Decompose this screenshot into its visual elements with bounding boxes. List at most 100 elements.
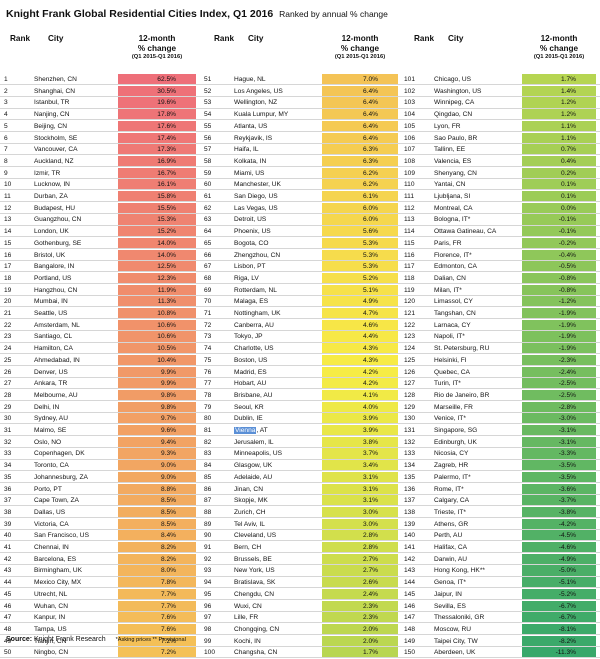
table-row: 75 Boston, US 4.3%: [200, 354, 400, 366]
row-divider: [400, 201, 600, 203]
city-cell: Napoli, IT*: [434, 333, 465, 341]
city-cell: Rome, IT*: [434, 485, 464, 493]
change-cell-fill: [322, 284, 398, 296]
change-value: 9.0%: [160, 473, 176, 481]
change-value: -0.8%: [558, 286, 576, 294]
row-divider: [200, 294, 400, 296]
change-cell-fill: [118, 308, 196, 320]
change-value: -3.5%: [558, 473, 576, 481]
row-divider: [0, 645, 200, 647]
change-value: 62.5%: [157, 76, 176, 83]
change-value: 8.5%: [160, 520, 176, 528]
change-value: 6.2%: [362, 169, 378, 177]
change-value: -11.3%: [555, 649, 576, 657]
city-cell: Perth, AU: [434, 532, 463, 540]
change-cell-fill: [322, 518, 398, 530]
change-cell-fill: [322, 483, 398, 495]
change-value: 4.9%: [362, 298, 378, 306]
table-row: 82 Jerusalem, IL 3.8%: [200, 436, 400, 448]
change-value: 4.6%: [362, 321, 378, 329]
change-cell-fill: [322, 623, 398, 636]
row-divider: [200, 634, 400, 636]
rank-cell: 65: [204, 239, 212, 247]
city-cell: Santiago, CL: [34, 333, 73, 341]
change-cell-fill: [522, 85, 596, 97]
change-cell-fill: [522, 600, 596, 612]
rank-cell: 135: [404, 473, 416, 481]
change-value: 7.2%: [160, 637, 176, 645]
rank-cell: 46: [4, 602, 12, 610]
change-cell-fill: [322, 354, 398, 366]
rank-cell: 97: [204, 614, 212, 622]
city-cell: Tel Aviv, IL: [234, 520, 265, 528]
row-divider: [400, 212, 600, 214]
row-divider: [0, 528, 200, 530]
rank-cell: 118: [404, 274, 415, 282]
rank-cell: 68: [204, 274, 212, 282]
table-row: 107 Tallinn, EE 0.7%: [400, 144, 600, 156]
change-cell-fill: [322, 85, 398, 97]
rank-cell: 45: [4, 590, 12, 598]
row-divider: [200, 446, 400, 448]
city-cell: Lisbon, PT: [234, 263, 266, 271]
table-row: 41 Chennai, IN 8.2%: [0, 542, 200, 554]
change-value: 3.7%: [362, 450, 378, 458]
row-divider: [0, 517, 200, 519]
table-row: 76 Madrid, ES 4.2%: [200, 366, 400, 378]
rank-cell: 24: [4, 345, 12, 353]
change-value: -3.6%: [558, 485, 576, 493]
rank-cell: 64: [204, 228, 212, 236]
row-divider: [0, 189, 200, 191]
change-value: 0.1%: [560, 181, 576, 189]
change-cell-fill: [118, 97, 196, 109]
table-row: 10 Lucknow, IN 16.1%: [0, 179, 200, 191]
change-cell-fill: [118, 167, 196, 179]
change-value: 3.1%: [362, 473, 378, 481]
change-cell-fill: [118, 261, 196, 273]
rank-cell: 129: [404, 403, 416, 411]
row-divider: [0, 201, 200, 203]
city-cell: Calgary, CA: [434, 497, 470, 505]
change-cell-fill: [322, 577, 398, 589]
source-text: Knight Frank Research: [34, 636, 106, 643]
table-row: 87 Skopje, MK 3.1%: [200, 495, 400, 507]
row-divider: [200, 247, 400, 249]
table-row: 59 Miami, US 6.2%: [200, 167, 400, 179]
rank-cell: 6: [4, 134, 8, 142]
table-row: 38 Dallas, US 8.5%: [0, 506, 200, 519]
rank-cell: 61: [204, 193, 212, 200]
table-row: 33 Copenhagen, DK 9.3%: [0, 448, 200, 460]
row-divider: [200, 271, 400, 273]
row-divider: [0, 212, 200, 214]
table-row: 2 Shanghai, CN 30.5%: [0, 85, 200, 97]
row-divider: [0, 130, 200, 132]
rank-cell: 108: [404, 157, 416, 165]
change-value: 1.2%: [560, 111, 576, 119]
change-value: 0.7%: [560, 146, 576, 154]
change-value: 2.8%: [362, 532, 378, 540]
change-cell-fill: [118, 401, 196, 413]
row-divider: [0, 552, 200, 554]
city-cell: Malmo, SE: [34, 427, 67, 434]
table-row: 32 Oslo, NO 9.4%: [0, 436, 200, 448]
row-divider: [200, 575, 400, 577]
rank-cell: 98: [204, 625, 212, 633]
change-value: -0.5%: [558, 263, 576, 271]
change-cell-fill: [118, 448, 196, 460]
change-value: 3.4%: [362, 462, 378, 470]
table-row: 63 Detroit, US 6.0%: [200, 214, 400, 226]
change-value: 10.6%: [157, 333, 176, 341]
change-cell-fill: [522, 132, 596, 144]
change-value: 4.7%: [362, 310, 378, 317]
change-cell-fill: [322, 553, 398, 565]
change-cell-fill: [522, 553, 596, 565]
row-divider: [0, 587, 200, 589]
city-cell: Marseille, FR: [434, 403, 473, 411]
change-cell-fill: [118, 588, 196, 600]
change-value: 9.8%: [160, 391, 176, 399]
row-divider: [200, 306, 400, 308]
rank-cell: 52: [204, 87, 212, 95]
change-value: -3.8%: [558, 508, 576, 516]
rank-cell: 150: [404, 649, 416, 657]
table-row: 148 Moscow, RU -8.1%: [400, 623, 600, 636]
